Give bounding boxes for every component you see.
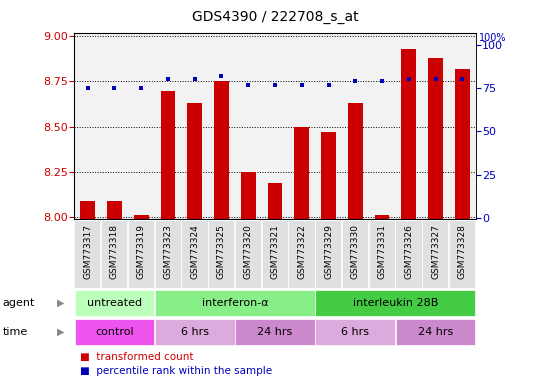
Bar xyxy=(235,319,315,345)
Bar xyxy=(342,220,368,288)
Text: GSM773317: GSM773317 xyxy=(83,224,92,279)
Text: GSM773328: GSM773328 xyxy=(458,224,467,279)
Text: GSM773329: GSM773329 xyxy=(324,224,333,279)
Text: ■  percentile rank within the sample: ■ percentile rank within the sample xyxy=(80,366,272,376)
Bar xyxy=(155,319,235,345)
Point xyxy=(137,85,146,91)
Bar xyxy=(368,220,395,288)
Text: ▶: ▶ xyxy=(57,298,64,308)
Text: untreated: untreated xyxy=(87,298,142,308)
Bar xyxy=(449,220,475,288)
Bar xyxy=(80,201,95,219)
Text: interferon-α: interferon-α xyxy=(201,298,268,308)
Bar xyxy=(182,220,207,288)
Bar xyxy=(214,81,229,219)
Bar xyxy=(101,220,127,288)
Bar xyxy=(288,220,315,288)
Point xyxy=(271,81,279,88)
Text: 6 hrs: 6 hrs xyxy=(181,327,208,337)
Bar xyxy=(74,290,155,316)
Text: GSM773321: GSM773321 xyxy=(271,224,279,279)
Text: GSM773318: GSM773318 xyxy=(110,224,119,279)
Text: 24 hrs: 24 hrs xyxy=(418,327,453,337)
Bar xyxy=(315,220,342,288)
Text: time: time xyxy=(3,327,28,337)
Text: GSM773325: GSM773325 xyxy=(217,224,226,279)
Text: GSM773330: GSM773330 xyxy=(351,224,360,279)
Point xyxy=(378,78,387,84)
Bar xyxy=(155,290,315,316)
Text: GDS4390 / 222708_s_at: GDS4390 / 222708_s_at xyxy=(192,10,358,23)
Bar xyxy=(241,172,256,219)
Bar xyxy=(402,49,416,219)
Bar xyxy=(315,319,395,345)
Bar xyxy=(428,58,443,219)
Bar xyxy=(375,215,389,219)
Text: ■  transformed count: ■ transformed count xyxy=(80,352,193,362)
Bar xyxy=(188,103,202,219)
Bar xyxy=(455,69,470,219)
Bar xyxy=(294,127,309,219)
Point xyxy=(404,76,413,83)
Text: GSM773331: GSM773331 xyxy=(377,224,387,279)
Text: 6 hrs: 6 hrs xyxy=(342,327,369,337)
Text: GSM773323: GSM773323 xyxy=(163,224,173,279)
Text: control: control xyxy=(95,327,134,337)
Bar xyxy=(155,220,181,288)
Point xyxy=(217,73,226,79)
Text: GSM773322: GSM773322 xyxy=(297,224,306,278)
Bar xyxy=(208,220,234,288)
Bar xyxy=(262,220,288,288)
Bar xyxy=(348,103,362,219)
Point xyxy=(83,85,92,91)
Point xyxy=(351,78,360,84)
Bar xyxy=(315,290,476,316)
Bar xyxy=(134,215,149,219)
Text: GSM773327: GSM773327 xyxy=(431,224,440,279)
Bar xyxy=(395,319,476,345)
Bar xyxy=(321,132,336,219)
Bar xyxy=(268,183,282,219)
Bar xyxy=(161,91,175,219)
Bar xyxy=(107,201,122,219)
Text: 24 hrs: 24 hrs xyxy=(257,327,293,337)
Bar xyxy=(422,220,448,288)
Bar xyxy=(128,220,154,288)
Text: GSM773319: GSM773319 xyxy=(136,224,146,279)
Text: 100%: 100% xyxy=(478,33,506,43)
Text: GSM773326: GSM773326 xyxy=(404,224,414,279)
Point xyxy=(458,76,467,83)
Point xyxy=(298,81,306,88)
Point xyxy=(110,85,119,91)
Point xyxy=(431,76,440,83)
Bar xyxy=(74,319,155,345)
Text: ▶: ▶ xyxy=(57,327,64,337)
Point xyxy=(244,81,252,88)
Bar xyxy=(235,220,261,288)
Point xyxy=(163,76,172,83)
Text: interleukin 28B: interleukin 28B xyxy=(353,298,438,308)
Text: GSM773320: GSM773320 xyxy=(244,224,253,279)
Point xyxy=(190,76,199,83)
Bar xyxy=(395,220,422,288)
Text: GSM773324: GSM773324 xyxy=(190,224,199,278)
Point xyxy=(324,81,333,88)
Bar xyxy=(74,220,101,288)
Text: agent: agent xyxy=(3,298,35,308)
